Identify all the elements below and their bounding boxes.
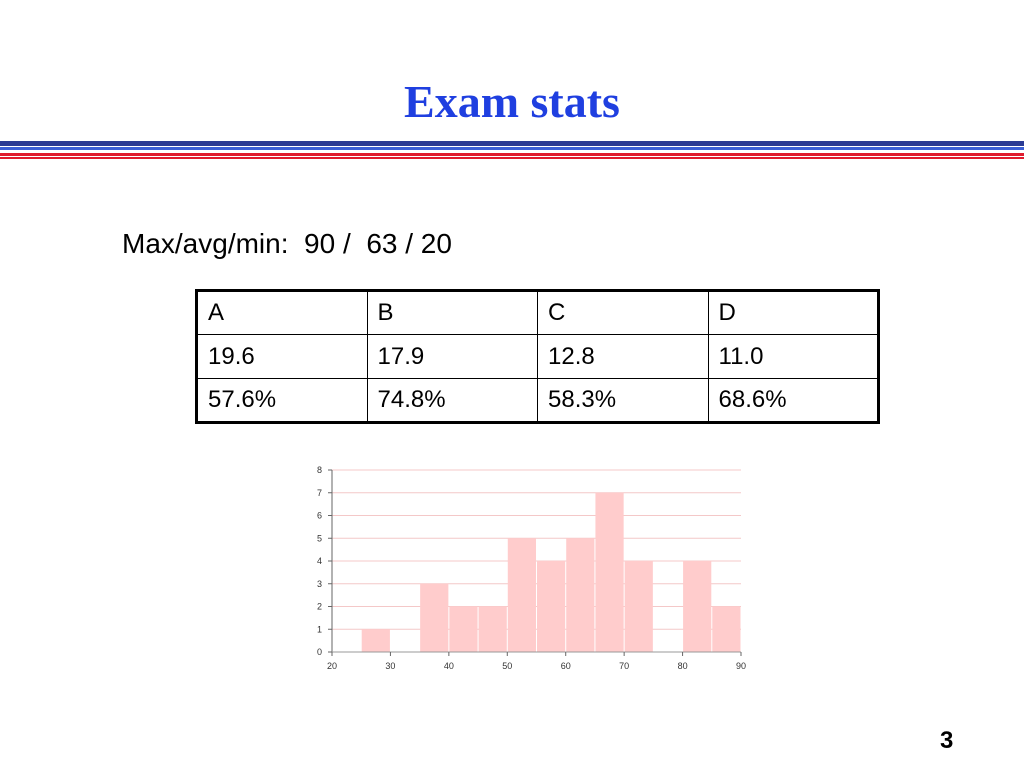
y-tick-label: 5 bbox=[317, 533, 322, 543]
table-cell: B bbox=[366, 290, 538, 335]
y-tick-label: 2 bbox=[317, 602, 322, 612]
y-tick-label: 3 bbox=[317, 579, 322, 589]
x-tick-label: 20 bbox=[327, 661, 337, 671]
histogram-bar bbox=[566, 538, 595, 652]
x-tick-label: 70 bbox=[619, 661, 629, 671]
title-rule-red-thin bbox=[0, 157, 1024, 159]
histogram-bar bbox=[537, 561, 566, 652]
y-tick-label: 8 bbox=[317, 465, 322, 475]
table-row: 57.6% 74.8% 58.3% 68.6% bbox=[196, 378, 879, 423]
histogram-bar bbox=[361, 629, 390, 652]
x-tick-label: 80 bbox=[678, 661, 688, 671]
table-cell: 12.8 bbox=[537, 334, 709, 379]
table-cell: 19.6 bbox=[196, 334, 368, 379]
table-cell: 57.6% bbox=[196, 378, 368, 423]
table-cell: 68.6% bbox=[707, 378, 879, 423]
histogram-bar bbox=[478, 606, 507, 652]
x-tick-label: 50 bbox=[502, 661, 512, 671]
score-histogram: 0 1 2 3 4 5 6 7 8 20 30 40 50 60 70 80 90 bbox=[317, 465, 746, 671]
table-header-row: A B C D bbox=[196, 290, 879, 335]
histogram-bar bbox=[420, 583, 449, 652]
slide-title: Exam stats bbox=[404, 76, 620, 127]
y-tick-label: 1 bbox=[317, 624, 322, 634]
table-cell: 74.8% bbox=[366, 378, 538, 423]
y-tick-label: 4 bbox=[317, 556, 322, 566]
histogram-bar bbox=[624, 561, 653, 652]
title-rule-blue bbox=[0, 141, 1024, 146]
title-rule-red bbox=[0, 153, 1024, 156]
histogram-bar bbox=[507, 538, 536, 652]
x-tick-label: 30 bbox=[385, 661, 395, 671]
table-cell: 58.3% bbox=[537, 378, 709, 423]
title-rule-blue-light bbox=[0, 147, 1024, 150]
table-cell: D bbox=[707, 290, 879, 335]
grade-table: A B C D 19.6 17.9 12.8 11.0 57.6% 74.8% … bbox=[195, 289, 880, 424]
y-tick-label: 6 bbox=[317, 511, 322, 521]
stats-line: Max/avg/min: 90 / 63 / 20 bbox=[122, 228, 452, 259]
y-tick-label: 7 bbox=[317, 488, 322, 498]
x-tick-label: 40 bbox=[444, 661, 454, 671]
page-number: 3 bbox=[940, 727, 954, 754]
x-tick-label: 90 bbox=[736, 661, 746, 671]
table-cell: A bbox=[196, 290, 368, 335]
histogram-bar bbox=[595, 492, 624, 652]
histogram-bar bbox=[449, 606, 478, 652]
table-row: 19.6 17.9 12.8 11.0 bbox=[196, 334, 879, 379]
table-cell: 11.0 bbox=[707, 334, 879, 379]
histogram-bar bbox=[683, 561, 712, 652]
table-cell: C bbox=[537, 290, 709, 335]
histogram-bar bbox=[712, 606, 741, 652]
table-cell: 17.9 bbox=[366, 334, 538, 379]
x-tick-label: 60 bbox=[561, 661, 571, 671]
y-tick-label: 0 bbox=[317, 647, 322, 657]
